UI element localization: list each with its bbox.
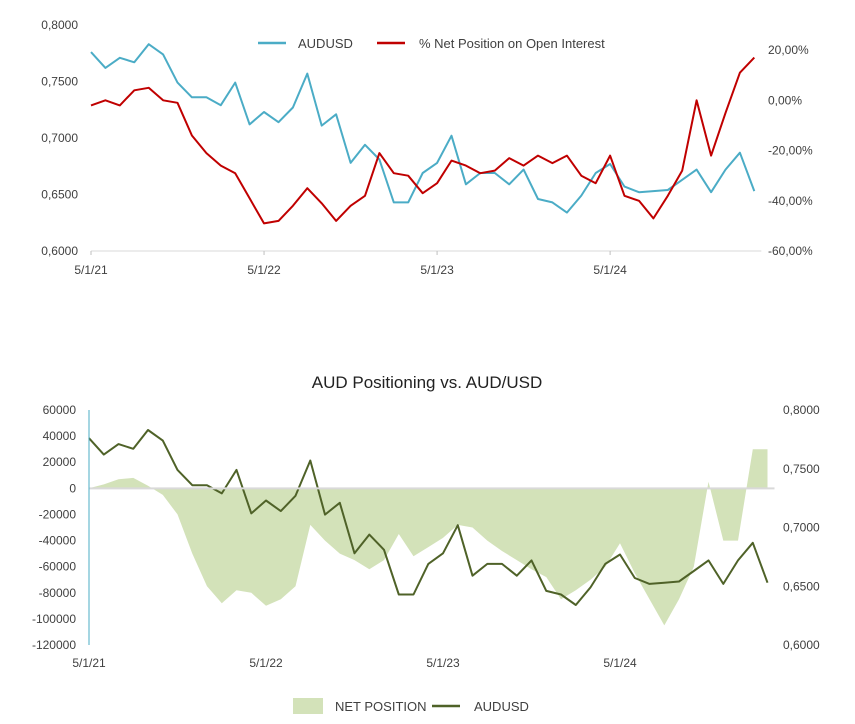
legend-label-audusd: AUDUSD bbox=[474, 699, 529, 714]
left-axis-tick-label: -80000 bbox=[39, 586, 77, 600]
left-axis-tick-label: -60000 bbox=[39, 560, 77, 574]
left-axis-tick-label: 0,6500 bbox=[41, 188, 78, 202]
x-axis-tick-label: 5/1/22 bbox=[249, 656, 283, 670]
right-axis-tick-label: 0,00% bbox=[768, 93, 802, 107]
right-axis-tick-label: 0,6500 bbox=[783, 579, 820, 593]
x-axis-tick-label: 5/1/21 bbox=[74, 263, 108, 277]
x-axis-tick-label: 5/1/24 bbox=[603, 656, 637, 670]
audusd-line bbox=[90, 43, 756, 214]
right-axis-tick-label: 20,00% bbox=[768, 43, 809, 57]
left-axis-tick-label: 60000 bbox=[43, 403, 77, 417]
left-axis-tick-label: -100000 bbox=[32, 612, 76, 626]
left-axis-tick-label: 0,8000 bbox=[41, 18, 78, 32]
left-axis-tick-label: 0 bbox=[69, 481, 76, 495]
x-axis-tick-label: 5/1/21 bbox=[72, 656, 106, 670]
left-axis-tick-label: 0,7500 bbox=[41, 75, 78, 89]
legend-label-net-position: NET POSITION bbox=[335, 699, 427, 714]
legend-swatch-net-position bbox=[293, 698, 323, 714]
right-axis-tick-label: 0,7500 bbox=[783, 462, 820, 476]
left-axis-tick-label: -40000 bbox=[39, 534, 77, 548]
left-axis-tick-label: 0,7000 bbox=[41, 131, 78, 145]
right-axis-tick-label: -60,00% bbox=[768, 244, 813, 258]
chart-1: 0,6000 0,6500 0,7000 0,7500 0,8000 -60,00% -40… bbox=[41, 18, 813, 277]
chart-title: AUD Positioning vs. AUD/USD bbox=[312, 373, 543, 392]
chart-2: AUD Positioning vs. AUD/USD -120000 -10000… bbox=[32, 373, 820, 714]
net-position-pct-line bbox=[90, 56, 756, 225]
left-axis-tick-label: 20000 bbox=[43, 455, 77, 469]
x-axis-tick-label: 5/1/22 bbox=[247, 263, 281, 277]
left-axis-tick-label: -120000 bbox=[32, 638, 76, 652]
right-axis-tick-label: -40,00% bbox=[768, 194, 813, 208]
x-axis-tick-label: 5/1/23 bbox=[426, 656, 460, 670]
right-axis-tick-label: 0,6000 bbox=[783, 638, 820, 652]
x-axis-tick-label: 5/1/24 bbox=[593, 263, 627, 277]
legend-label-net-position-pct: % Net Position on Open Interest bbox=[419, 36, 605, 51]
left-axis-tick-label: 40000 bbox=[43, 429, 77, 443]
right-axis-tick-label: -20,00% bbox=[768, 144, 813, 158]
net-position-area bbox=[89, 449, 768, 626]
legend-label-audusd: AUDUSD bbox=[298, 36, 353, 51]
right-axis-tick-label: 0,7000 bbox=[783, 521, 820, 535]
right-axis-tick-label: 0,8000 bbox=[783, 403, 820, 417]
audusd-line bbox=[88, 429, 769, 606]
left-axis-tick-label: -20000 bbox=[39, 507, 77, 521]
x-axis-tick-label: 5/1/23 bbox=[420, 263, 454, 277]
left-axis-tick-label: 0,6000 bbox=[41, 244, 78, 258]
